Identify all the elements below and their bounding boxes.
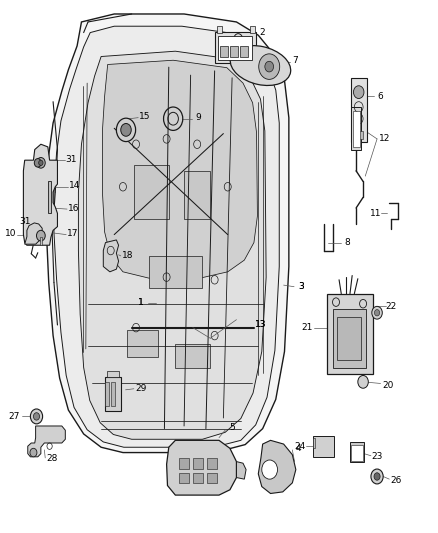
Polygon shape [103, 240, 119, 272]
Circle shape [117, 118, 136, 142]
Text: 11: 11 [370, 209, 381, 218]
Bar [337, 317, 361, 360]
Circle shape [36, 158, 45, 168]
Polygon shape [46, 14, 289, 453]
Text: 7: 7 [293, 56, 298, 64]
Bar [39, 237, 42, 245]
Text: 9: 9 [195, 113, 201, 122]
Bar [105, 382, 109, 406]
Text: 16: 16 [68, 204, 79, 213]
Text: 13: 13 [255, 320, 266, 329]
Circle shape [374, 473, 380, 480]
Polygon shape [54, 26, 279, 447]
Circle shape [30, 448, 37, 457]
Bar [350, 442, 364, 462]
Text: 6: 6 [378, 92, 383, 101]
Text: 3: 3 [298, 282, 304, 291]
Text: 13: 13 [255, 320, 266, 329]
Text: 10: 10 [4, 229, 16, 238]
Circle shape [358, 375, 368, 388]
Circle shape [33, 413, 39, 420]
Circle shape [372, 306, 382, 319]
Polygon shape [102, 60, 258, 278]
Circle shape [259, 54, 280, 79]
Polygon shape [237, 462, 246, 479]
Circle shape [34, 159, 41, 167]
Circle shape [371, 469, 383, 484]
Circle shape [30, 409, 42, 424]
Bar [175, 344, 210, 368]
Text: 26: 26 [390, 476, 402, 484]
Bar [327, 294, 373, 374]
Bar [179, 473, 189, 483]
Bar [353, 111, 360, 148]
Text: 20: 20 [383, 381, 394, 390]
Circle shape [265, 61, 274, 72]
Bar [179, 458, 189, 469]
Bar [354, 132, 363, 139]
Bar [351, 107, 361, 150]
Bar [351, 445, 363, 461]
Bar [240, 46, 248, 57]
Bar [127, 330, 158, 357]
Text: 8: 8 [344, 238, 350, 247]
Text: 5: 5 [229, 423, 235, 432]
Bar [111, 382, 115, 406]
Text: 27: 27 [8, 412, 19, 421]
Text: 21: 21 [301, 323, 313, 332]
Bar [220, 46, 228, 57]
Text: 17: 17 [67, 229, 78, 238]
Bar [218, 36, 252, 60]
Bar [48, 181, 51, 213]
Text: 2: 2 [260, 28, 265, 37]
Text: 29: 29 [136, 384, 147, 393]
Text: 22: 22 [386, 302, 397, 311]
Bar [107, 371, 119, 376]
Ellipse shape [230, 46, 291, 85]
Text: 12: 12 [379, 134, 391, 143]
Text: 1: 1 [138, 298, 144, 307]
Polygon shape [78, 51, 266, 439]
Text: 31: 31 [19, 217, 31, 226]
Bar [184, 171, 210, 219]
Text: 3: 3 [298, 282, 304, 291]
Text: 24: 24 [294, 442, 305, 451]
Circle shape [353, 86, 364, 99]
Circle shape [36, 230, 45, 241]
Polygon shape [23, 144, 57, 245]
Bar [193, 458, 203, 469]
Text: 18: 18 [123, 252, 134, 260]
Polygon shape [25, 223, 42, 244]
Bar [333, 309, 366, 368]
Polygon shape [166, 440, 237, 495]
Polygon shape [258, 440, 296, 494]
Bar [105, 376, 121, 411]
Polygon shape [28, 426, 65, 457]
Circle shape [262, 460, 278, 479]
Bar [313, 435, 334, 457]
Bar [250, 26, 255, 33]
Text: 31: 31 [66, 155, 77, 164]
Text: 4: 4 [296, 445, 301, 454]
Circle shape [39, 160, 43, 165]
Bar [149, 256, 201, 288]
Bar [207, 458, 217, 469]
Bar [215, 31, 256, 63]
Bar [207, 473, 217, 483]
Bar [134, 165, 169, 219]
Bar [230, 46, 238, 57]
Text: 28: 28 [46, 455, 58, 463]
Bar [313, 438, 315, 448]
Text: 23: 23 [371, 453, 383, 462]
Circle shape [121, 124, 131, 136]
Bar [217, 26, 222, 33]
Text: 1: 1 [138, 298, 144, 307]
Text: 15: 15 [139, 112, 151, 121]
Bar [351, 78, 367, 142]
Circle shape [374, 310, 380, 316]
Text: 14: 14 [69, 181, 81, 190]
Bar [193, 473, 203, 483]
